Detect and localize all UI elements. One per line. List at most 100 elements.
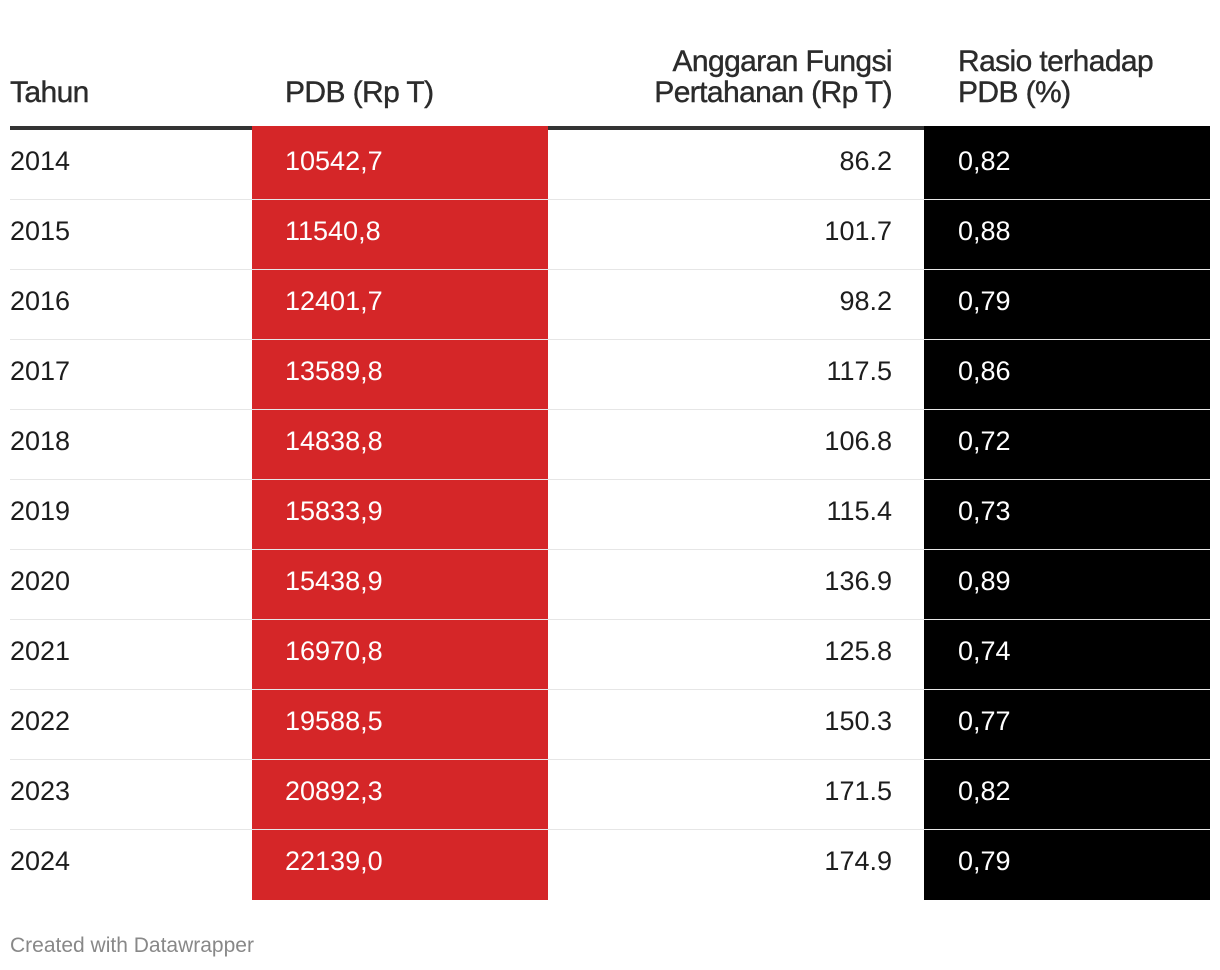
cell-year: 2014 <box>10 146 71 176</box>
cell-pdb-value: 15438,9 <box>285 566 383 596</box>
table-row: 2019 15833,9 115.4 0,73 <box>10 480 1210 550</box>
cell-year: 2015 <box>10 216 71 246</box>
cell-pdb-value: 13589,8 <box>285 356 383 386</box>
cell-year: 2019 <box>10 496 71 526</box>
table-row: 2018 14838,8 106.8 0,72 <box>10 410 1210 480</box>
cell-ratio: 0,86 <box>924 340 1210 410</box>
cell-ratio: 0,88 <box>924 200 1210 270</box>
cell-budget: 115.4 <box>826 496 892 526</box>
cell-ratio-value: 0,77 <box>958 706 1011 736</box>
table-row: 2020 15438,9 136.9 0,89 <box>10 550 1210 620</box>
table-row: 2023 20892,3 171.5 0,82 <box>10 760 1210 830</box>
table-row: 2017 13589,8 117.5 0,86 <box>10 340 1210 410</box>
cell-year: 2016 <box>10 286 71 316</box>
cell-year: 2022 <box>10 706 71 736</box>
table-header: Tahun PDB (Rp T) Anggaran Fungsi Pertaha… <box>10 0 1210 130</box>
row-divider <box>10 759 1210 760</box>
cell-pdb: 19588,5 <box>252 690 548 760</box>
cell-pdb-value: 12401,7 <box>285 286 383 316</box>
row-divider <box>10 619 1210 620</box>
row-divider <box>10 549 1210 550</box>
cell-ratio: 0,82 <box>924 126 1210 200</box>
column-header-ratio[interactable]: Rasio terhadap PDB (%) <box>958 45 1154 109</box>
column-header-pdb-label: PDB (Rp T) <box>285 76 434 109</box>
cell-ratio-value: 0,73 <box>958 496 1011 526</box>
cell-budget: 125.8 <box>824 636 892 666</box>
cell-pdb-value: 22139,0 <box>285 846 383 876</box>
cell-budget: 101.7 <box>824 216 892 246</box>
cell-pdb-value: 20892,3 <box>285 776 383 806</box>
cell-ratio-value: 0,86 <box>958 356 1011 386</box>
row-divider <box>10 409 1210 410</box>
cell-year: 2020 <box>10 566 71 596</box>
cell-budget: 117.5 <box>826 356 892 386</box>
cell-pdb-value: 10542,7 <box>285 146 383 176</box>
cell-budget: 98.2 <box>839 286 892 316</box>
row-divider <box>10 479 1210 480</box>
table-row: 2016 12401,7 98.2 0,79 <box>10 270 1210 340</box>
cell-pdb-value: 15833,9 <box>285 496 383 526</box>
cell-year: 2017 <box>10 356 71 386</box>
cell-pdb-value: 19588,5 <box>285 706 383 736</box>
cell-ratio: 0,89 <box>924 550 1210 620</box>
column-header-budget[interactable]: Anggaran Fungsi Pertahanan (Rp T) <box>654 45 893 109</box>
cell-ratio: 0,72 <box>924 410 1210 480</box>
cell-pdb: 22139,0 <box>252 830 548 900</box>
cell-ratio-value: 0,82 <box>958 776 1011 806</box>
cell-ratio: 0,73 <box>924 480 1210 550</box>
cell-ratio: 0,79 <box>924 270 1210 340</box>
cell-year: 2024 <box>10 846 71 876</box>
cell-budget: 136.9 <box>824 566 892 596</box>
footer-credit[interactable]: Created with Datawrapper <box>10 934 254 957</box>
row-divider <box>10 339 1210 340</box>
row-divider <box>10 689 1210 690</box>
cell-pdb-value: 11540,8 <box>285 216 381 246</box>
table-row: 2015 11540,8 101.7 0,88 <box>10 200 1210 270</box>
table-row: 2014 10542,7 86.2 0,82 <box>10 126 1210 200</box>
table-row: 2021 16970,8 125.8 0,74 <box>10 620 1210 690</box>
cell-pdb-value: 14838,8 <box>285 426 383 456</box>
cell-ratio-value: 0,88 <box>958 216 1011 246</box>
cell-ratio-value: 0,89 <box>958 566 1011 596</box>
cell-pdb: 15833,9 <box>252 480 548 550</box>
cell-pdb: 14838,8 <box>252 410 548 480</box>
column-header-year[interactable]: Tahun <box>10 76 90 109</box>
cell-pdb: 10542,7 <box>252 126 548 200</box>
cell-year: 2023 <box>10 776 71 806</box>
column-header-pdb[interactable]: PDB (Rp T) <box>285 76 434 109</box>
cell-ratio: 0,79 <box>924 830 1210 900</box>
row-divider <box>10 199 1210 200</box>
cell-ratio-value: 0,74 <box>958 636 1011 666</box>
row-divider <box>10 829 1210 830</box>
column-header-ratio-line1: Rasio terhadap <box>958 45 1154 78</box>
cell-year: 2018 <box>10 426 71 456</box>
cell-pdb-value: 16970,8 <box>285 636 383 666</box>
cell-budget: 86.2 <box>839 146 892 176</box>
cell-budget: 171.5 <box>824 776 892 806</box>
column-header-budget-line1: Anggaran Fungsi <box>672 45 892 78</box>
table-row: 2022 19588,5 150.3 0,77 <box>10 690 1210 760</box>
cell-ratio-value: 0,79 <box>958 846 1011 876</box>
cell-ratio-value: 0,82 <box>958 146 1011 176</box>
cell-pdb: 11540,8 <box>252 200 548 270</box>
table-row: 2024 22139,0 174.9 0,79 <box>10 830 1210 900</box>
cell-ratio-value: 0,79 <box>958 286 1011 316</box>
cell-pdb: 20892,3 <box>252 760 548 830</box>
row-divider <box>10 269 1210 270</box>
cell-year: 2021 <box>10 636 71 666</box>
cell-budget: 174.9 <box>824 846 892 876</box>
table-body: 2014 10542,7 86.2 0,82 2015 11540,8 101.7 0,88 2… <box>10 126 1210 900</box>
cell-ratio: 0,74 <box>924 620 1210 690</box>
column-header-year-label: Tahun <box>10 76 90 109</box>
data-table: Tahun PDB (Rp T) Anggaran Fungsi Pertaha… <box>10 0 1210 900</box>
cell-ratio: 0,82 <box>924 760 1210 830</box>
cell-budget: 106.8 <box>824 426 892 456</box>
cell-pdb: 15438,9 <box>252 550 548 620</box>
cell-ratio: 0,77 <box>924 690 1210 760</box>
column-header-ratio-line2: PDB (%) <box>958 76 1071 109</box>
cell-pdb: 12401,7 <box>252 270 548 340</box>
column-header-budget-line2: Pertahanan (Rp T) <box>654 76 893 109</box>
cell-pdb: 16970,8 <box>252 620 548 690</box>
cell-ratio-value: 0,72 <box>958 426 1011 456</box>
cell-budget: 150.3 <box>824 706 892 736</box>
